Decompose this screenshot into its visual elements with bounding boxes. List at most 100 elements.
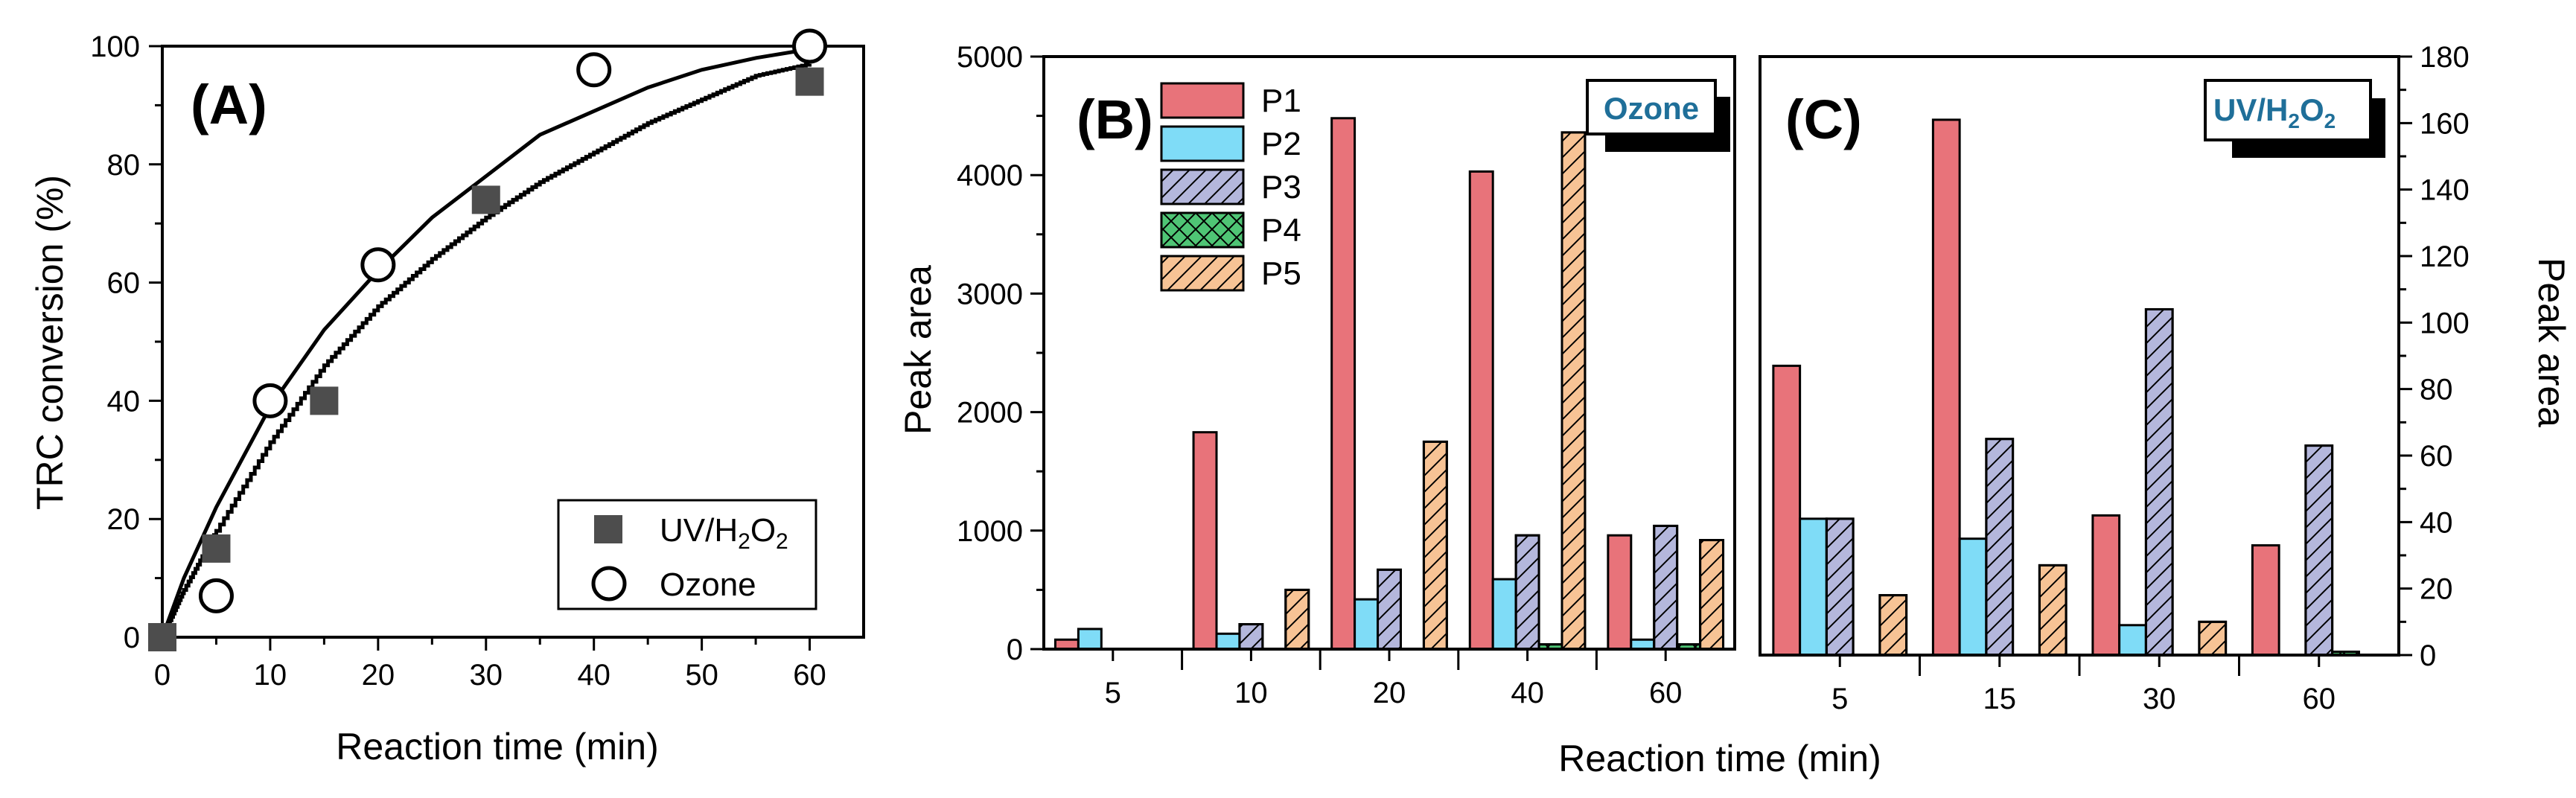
b-bar-hatch-p5-10	[1284, 588, 1310, 651]
c-bar-hatch-p5-15	[2038, 564, 2068, 657]
ozone-point	[360, 247, 396, 283]
b-bar-p1-60	[1607, 534, 1633, 651]
c-ytick-label: 140	[2420, 174, 2470, 207]
c-bar-p1-15	[1931, 118, 1961, 657]
c-xtick-label: 30	[2143, 683, 2176, 715]
panel-c-ticks: 5 15 30 60 0 20 40 60 80 100 120 140 160 180	[1831, 41, 2470, 715]
b-ytick-label: 1000	[957, 515, 1023, 548]
uvh2o2-point	[310, 386, 339, 415]
a-ytick-label: 40	[107, 385, 141, 418]
panel-a-xlabel: Reaction time (min)	[336, 726, 658, 767]
ozone-point	[792, 28, 828, 64]
legend-label-p2: P2	[1261, 126, 1301, 162]
legend-swatch-hatch-p5	[1160, 255, 1245, 292]
c-bar-p2-5	[1799, 517, 1828, 657]
legend-swatch-p2	[1160, 125, 1245, 162]
panel-a-legend: UV/H2O2 Ozone	[557, 499, 817, 610]
legend-uvh2o2-label: UV/H2O2	[660, 512, 788, 554]
legend-uvh2o2-marker	[594, 515, 622, 543]
panel-a-ticks: 0 10 20 30 40 50 60 0 20 40 60 80 100	[90, 31, 826, 692]
panel-b-ticks: 5 10 20 40 60 0 1000 2000 3000 4000 5000	[957, 41, 1682, 709]
c-bar-hatch-p5-5	[1878, 594, 1908, 657]
fit-line-ozone	[160, 47, 810, 638]
b-ytick-label: 0	[1007, 633, 1023, 666]
uvh2o2-point	[471, 185, 500, 214]
c-xtick-label: 60	[2303, 683, 2336, 715]
shared-xlabel: Reaction time (min)	[1558, 738, 1881, 779]
b-xtick-label: 20	[1373, 677, 1406, 709]
b-ytick-label: 2000	[957, 397, 1023, 430]
c-bar-hatch-p3-30	[2144, 307, 2174, 657]
b-ytick-label: 3000	[957, 278, 1023, 310]
c-ytick-label: 0	[2420, 639, 2436, 672]
c-bar-p1-5	[1772, 364, 1802, 657]
b-bar-p2-40	[1491, 578, 1517, 651]
panel-c-bars	[1772, 118, 2360, 657]
b-xtick-label: 5	[1105, 677, 1121, 709]
b-xtick-label: 40	[1511, 677, 1544, 709]
legend-swatch-hatch-p3	[1160, 168, 1245, 205]
c-ytick-label: 20	[2420, 573, 2453, 606]
ozone-badge-box	[1586, 79, 1717, 135]
b-bar-hatch-p5-20	[1422, 440, 1448, 651]
b-bar-p2-5	[1077, 628, 1103, 651]
a-ytick-label: 100	[90, 31, 140, 63]
a-xtick-label: 40	[577, 659, 610, 692]
c-ytick-label: 80	[2420, 374, 2453, 406]
panel-b-ylabel: Peak area	[897, 265, 939, 435]
a-xtick-label: 50	[685, 659, 718, 692]
panel-b: 5 10 20 40 60 0 1000 2000 3000 4000 5000 (B) Peak …	[897, 41, 1736, 709]
a-xtick-label: 0	[154, 659, 170, 692]
c-ytick-label: 180	[2420, 41, 2470, 74]
panel-a-ylabel: TRC conversion (%)	[29, 175, 71, 510]
legend-ozone-marker	[591, 566, 627, 601]
ozone-badge: Ozone	[1586, 79, 1730, 152]
panel-a-label: (A)	[191, 74, 267, 135]
c-bar-p1-60	[2251, 544, 2280, 657]
c-bar-hatch-p3-15	[1985, 438, 2015, 657]
c-ytick-label: 60	[2420, 440, 2453, 473]
b-bar-hatch-p3-20	[1377, 568, 1402, 651]
ozone-point	[252, 383, 288, 418]
panel-b-label: (B)	[1077, 89, 1153, 150]
b-bar-hatch-p3-60	[1653, 524, 1679, 651]
panel-a-fits	[160, 47, 812, 639]
a-xtick-label: 20	[362, 659, 395, 692]
c-bar-p2-30	[2118, 624, 2147, 657]
legend-swatch-hatch-p4	[1160, 211, 1245, 249]
c-xtick-label: 15	[1983, 683, 2017, 715]
uvh2o2-badge-text: UV/H2O2	[2213, 92, 2336, 133]
c-ytick-label: 40	[2420, 506, 2453, 539]
b-bar-p2-10	[1215, 632, 1241, 651]
ozone-point	[198, 578, 234, 613]
b-bar-p1-20	[1330, 117, 1356, 651]
legend-label-p1: P1	[1261, 83, 1301, 119]
c-ytick-label: 120	[2420, 240, 2470, 273]
panel-c: 5 15 30 60 0 20 40 60 80 100 120 140 160 180 (C) Peak…	[1759, 41, 2572, 715]
legend-label-p4: P4	[1261, 212, 1301, 249]
c-bar-hatch-p5-30	[2198, 620, 2228, 657]
a-xtick-label: 10	[254, 659, 287, 692]
uvh2o2-point	[795, 67, 824, 96]
legend-ozone-label: Ozone	[660, 566, 756, 603]
uvh2o2-point	[148, 623, 176, 651]
uvh2o2-badge: UV/H2O2	[2204, 79, 2385, 158]
uvh2o2-point	[202, 534, 231, 563]
b-bar-hatch-p5-60	[1699, 539, 1725, 651]
a-xtick-label: 60	[793, 659, 826, 692]
c-bar-hatch-p3-60	[2304, 444, 2334, 657]
b-xtick-label: 10	[1234, 677, 1268, 709]
b-bar-hatch-p3-10	[1238, 623, 1264, 651]
c-xtick-label: 5	[1831, 683, 1848, 715]
c-ytick-label: 100	[2420, 307, 2470, 339]
a-xtick-label: 30	[470, 659, 503, 692]
a-ytick-label: 80	[107, 149, 141, 182]
b-bar-hatch-p3-40	[1514, 534, 1540, 651]
b-bar-p1-40	[1468, 170, 1494, 651]
c-bar-p1-30	[2091, 514, 2121, 657]
ozone-badge-text: Ozone	[1604, 91, 1699, 126]
panel-a-points	[148, 28, 828, 651]
b-bar-p1-10	[1192, 431, 1218, 651]
panel-a: 0 10 20 30 40 50 60 0 20 40 60 80 100 (A) Reaction t…	[29, 28, 865, 767]
